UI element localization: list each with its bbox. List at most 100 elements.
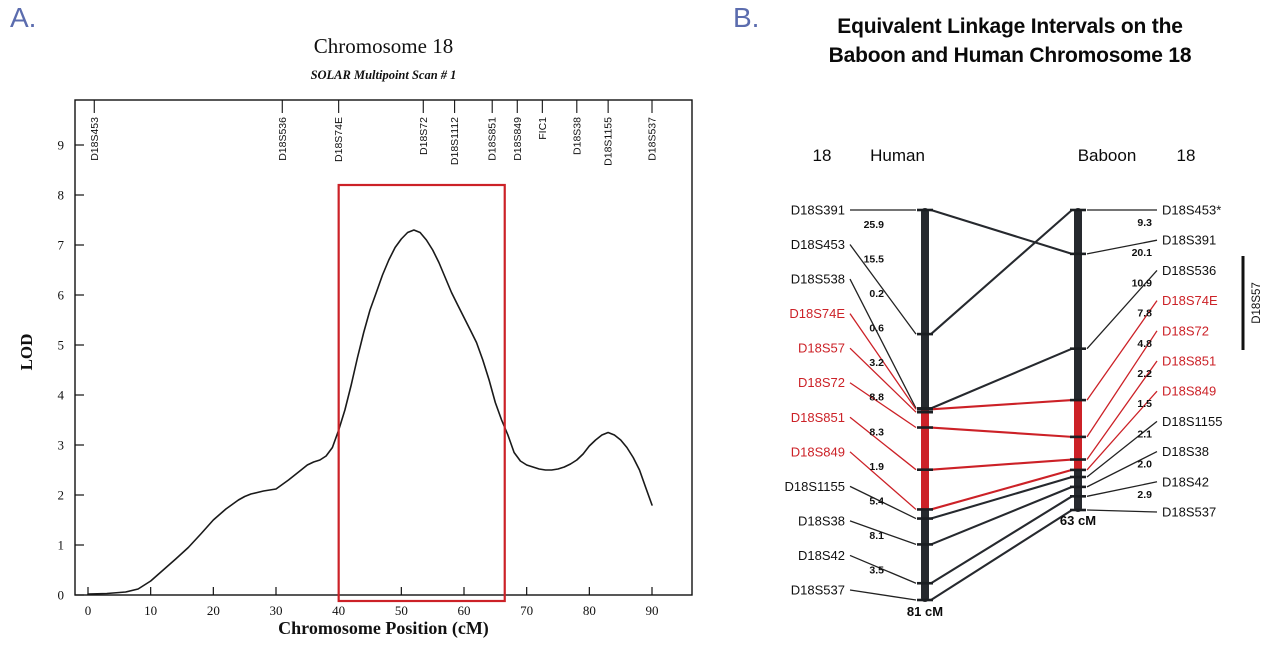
x-tick-label: 50 [395, 603, 408, 618]
y-tick-label: 2 [58, 488, 65, 503]
y-tick-label: 0 [58, 588, 65, 603]
interval-distance: 8.8 [869, 392, 884, 404]
human-map-length: 81 cM [906, 604, 944, 619]
panel-b-title: Equivalent Linkage Intervals on the Babo… [740, 12, 1280, 70]
marker-label: D18S74E [333, 117, 345, 162]
interval-distance: 3.2 [869, 357, 884, 369]
baboon-marker-label: D18S849 [1162, 384, 1216, 399]
lod-curve [87, 229, 653, 595]
label-leader [1086, 420, 1158, 478]
label-leader [1086, 239, 1158, 255]
marker-label: D18S1112 [449, 117, 461, 165]
y-tick-label: 9 [58, 138, 65, 153]
label-leader [1086, 451, 1158, 488]
label-leader [1086, 390, 1158, 471]
homology-link [930, 509, 1073, 601]
baboon-marker-label: D18S453* [1162, 203, 1221, 218]
panel-b-title-line2: Baboon and Human Chromosome 18 [828, 44, 1192, 67]
label-leader [849, 520, 917, 546]
x-tick-label: 20 [207, 603, 220, 618]
human-marker-label: D18S391 [791, 203, 845, 218]
interval-distance: 8.3 [869, 426, 884, 438]
homology-link [930, 485, 1073, 546]
label-leader [849, 554, 917, 584]
interval-distance: 10.9 [1132, 277, 1153, 289]
human-column-label: Human [870, 146, 925, 165]
label-leader [849, 485, 917, 520]
baboon-marker-label: D18S74E [1162, 293, 1218, 308]
x-tick-label: 0 [85, 603, 92, 618]
x-tick-label: 30 [270, 603, 283, 618]
human-chromosome-number: 18 [812, 146, 832, 165]
bracket-marker-label: D18S57 [1251, 282, 1263, 324]
panel-b-title-line1: Equivalent Linkage Intervals on the [837, 15, 1183, 38]
interval-distance: 5.4 [869, 495, 884, 507]
x-tick-label: 80 [583, 603, 596, 618]
label-leader [849, 347, 917, 413]
homology-link [930, 475, 1073, 520]
human-marker-label: D18S851 [791, 410, 845, 425]
linkage-map-canvas: D18S391 25.9 D18S453 15.5 D18S538 0.2 D18S74E 0… [785, 203, 1245, 602]
baboon-marker-label: D18S72 [1162, 323, 1209, 338]
marker-label: D18S38 [571, 117, 583, 155]
interval-distance: 1.9 [869, 461, 884, 473]
plot-border [74, 99, 693, 596]
baboon-chromosome-number: 18 [1176, 146, 1196, 165]
y-tick-label: 6 [58, 288, 65, 303]
label-leader [849, 278, 917, 409]
interval-distance: 7.8 [1137, 308, 1152, 320]
baboon-marker-label: D18S537 [1162, 505, 1216, 520]
label-leader [849, 451, 917, 510]
human-marker-label: D18S1155 [785, 479, 845, 494]
label-leader [1086, 300, 1158, 401]
marker-label: D18S1155 [603, 117, 615, 166]
human-marker-label: D18S57 [798, 341, 845, 356]
human-marker-label: D18S537 [791, 583, 845, 598]
interval-distance: 1.5 [1137, 398, 1152, 410]
human-marker-label: D18S538 [791, 272, 845, 287]
label-leader [849, 416, 917, 471]
marker-label: D18S536 [277, 117, 289, 161]
baboon-marker-label: D18S851 [1162, 354, 1216, 369]
human-marker-label: D18S453 [791, 237, 845, 252]
interval-distance: 9.3 [1137, 217, 1152, 229]
homology-link [930, 468, 1073, 511]
interval-distance: 0.2 [869, 288, 884, 300]
panel-a-title: Chromosome 18 [313, 34, 454, 58]
label-leader [849, 313, 917, 410]
interval-distance: 2.0 [1137, 459, 1152, 471]
marker-label: D18S851 [487, 117, 499, 161]
y-tick-label: 5 [58, 338, 65, 353]
interval-distance: 3.5 [869, 564, 884, 576]
label-leader [849, 244, 917, 335]
y-tick-label: 8 [58, 188, 65, 203]
interval-distance: 2.9 [1137, 489, 1152, 501]
marker-label: D18S72 [418, 117, 430, 155]
baboon-map-length: 63 cM [1059, 513, 1097, 528]
interval-distance: 25.9 [864, 219, 885, 231]
x-axis-label: Chromosome Position (cM) [278, 618, 489, 638]
marker-label: D18S453 [89, 117, 101, 161]
label-leader [1086, 269, 1158, 350]
baboon-marker-label: D18S536 [1162, 263, 1216, 278]
y-tick-label: 3 [58, 438, 65, 453]
homology-link [930, 208, 1073, 255]
y-tick-label: 7 [58, 238, 65, 253]
baboon-marker-label: D18S42 [1162, 474, 1209, 489]
interval-distance: 4.8 [1137, 338, 1152, 350]
baboon-marker-label: D18S1155 [1162, 414, 1222, 429]
panel-a-letter: A. [10, 2, 37, 33]
x-tick-label: 40 [332, 603, 345, 618]
x-tick-label: 10 [144, 603, 157, 618]
panel-a-subtitle: SOLAR Multipoint Scan # 1 [310, 68, 457, 82]
homology-link [930, 399, 1073, 411]
interval-distance: 2.2 [1137, 368, 1152, 380]
human-marker-label: D18S72 [798, 375, 845, 390]
homology-link [930, 426, 1073, 438]
marker-label: FIC1 [537, 117, 549, 140]
label-leader [1086, 330, 1158, 438]
human-marker-label: D18S38 [798, 513, 845, 528]
x-tick-label: 70 [520, 603, 533, 618]
